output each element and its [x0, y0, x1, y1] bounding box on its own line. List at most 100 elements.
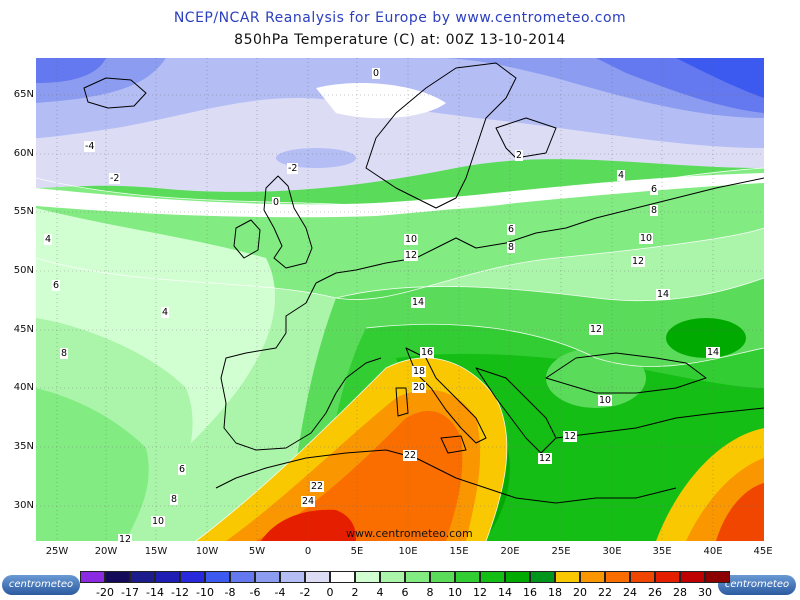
- colorbar-tick-label: -6: [249, 586, 261, 599]
- isotherm-label: 8: [60, 348, 69, 359]
- isotherm-label: -2: [109, 173, 121, 184]
- isotherm-label: 14: [411, 297, 426, 308]
- map-subtitle: 850hPa Temperature (C) at: 00Z 13-10-201…: [234, 32, 566, 48]
- colorbar-tick-label: -2: [299, 586, 311, 599]
- colorbar-swatch: [655, 571, 680, 583]
- lat-label: 50N: [13, 265, 34, 276]
- colorbar-tick-label: -10: [196, 586, 214, 599]
- colorbar-tick-label: 26: [648, 586, 662, 599]
- isotherm-label: 4: [44, 234, 53, 245]
- colorbar-swatch: [380, 571, 405, 583]
- isotherm-label: 12: [404, 250, 419, 261]
- isotherm-label: 12: [589, 324, 604, 335]
- colorbar-swatch: [355, 571, 380, 583]
- isotherm-label: 14: [706, 347, 721, 358]
- isotherm-label: 10: [404, 234, 419, 245]
- colorbar-tick-label: -17: [121, 586, 139, 599]
- colorbar-tick-label: -4: [274, 586, 286, 599]
- colorbar-tick-label: -8: [224, 586, 236, 599]
- colorbar-tick-label: 18: [548, 586, 562, 599]
- colorbar-swatch: [180, 571, 205, 583]
- isotherm-label: 8: [507, 242, 516, 253]
- lon-label: 40E: [703, 546, 723, 557]
- isotherm-label: 4: [617, 170, 626, 181]
- colorbar-tick-label: -12: [171, 586, 189, 599]
- isotherm-label: 10: [598, 395, 613, 406]
- colorbar-swatch: [155, 571, 180, 583]
- colorbar-swatch: [430, 571, 455, 583]
- isotherm-label: 2: [515, 150, 524, 161]
- isotherm-label: 16: [420, 347, 435, 358]
- lon-label: 25E: [551, 546, 571, 557]
- colorbar-tick-label: -14: [146, 586, 164, 599]
- colorbar-swatch: [555, 571, 580, 583]
- colorbar-swatch: [305, 571, 330, 583]
- isotherm-label: 8: [170, 494, 179, 505]
- isotherm-label: 6: [507, 224, 516, 235]
- colorbar-swatch: [605, 571, 630, 583]
- colorbar-tick-label: 30: [698, 586, 712, 599]
- colorbar-swatch: [330, 571, 355, 583]
- lat-label: 65N: [13, 89, 34, 100]
- colorbar-swatch: [630, 571, 655, 583]
- lon-label: 30E: [602, 546, 622, 557]
- colorbar-swatch: [455, 571, 480, 583]
- isotherm-label: 0: [372, 68, 381, 79]
- colorbar-tick-label: -20: [96, 586, 114, 599]
- lon-label: 45E: [753, 546, 773, 557]
- lon-label: 35E: [652, 546, 672, 557]
- isotherm-label: 14: [656, 289, 671, 300]
- lat-label: 30N: [13, 500, 34, 511]
- colorbar-swatch: [130, 571, 155, 583]
- lon-label: 20E: [500, 546, 520, 557]
- isotherm-label: 6: [650, 184, 659, 195]
- colorbar-swatch: [255, 571, 280, 583]
- lat-label: 60N: [13, 148, 34, 159]
- lat-label: 40N: [13, 382, 34, 393]
- lat-label: 55N: [13, 206, 34, 217]
- isotherm-label: 6: [178, 464, 187, 475]
- colorbar-tick-label: 28: [673, 586, 687, 599]
- colorbar-swatch: [530, 571, 555, 583]
- colorbar-swatch: [505, 571, 530, 583]
- colorbar-swatch: [705, 571, 730, 583]
- temperature-field: [36, 58, 764, 541]
- lon-label: 10W: [195, 546, 219, 557]
- isotherm-label: 12: [118, 534, 133, 545]
- colorbar-tick-label: 2: [351, 586, 359, 599]
- colorbar-tick-label: 4: [376, 586, 384, 599]
- lon-label: 25W: [45, 546, 69, 557]
- colorbar-tick-label: 16: [523, 586, 537, 599]
- lon-label: 15W: [144, 546, 168, 557]
- isotherm-label: 0: [272, 197, 281, 208]
- lon-label: 5W: [248, 546, 266, 557]
- isotherm-label: 6: [52, 280, 61, 291]
- isotherm-label: 22: [310, 481, 325, 492]
- lon-label: 15E: [449, 546, 469, 557]
- lat-label: 45N: [13, 324, 34, 335]
- colorbar-tick-label: 22: [598, 586, 612, 599]
- colorbar-tick-label: 8: [426, 586, 434, 599]
- lon-label: 0: [304, 546, 312, 557]
- lon-label: 5E: [350, 546, 364, 557]
- colorbar-tick-label: 20: [573, 586, 587, 599]
- colorbar-tick-label: 12: [473, 586, 487, 599]
- isotherm-label: 12: [563, 431, 578, 442]
- colorbar-swatch: [105, 571, 130, 583]
- colorbar-tick-label: 14: [498, 586, 512, 599]
- isotherm-label: 8: [650, 205, 659, 216]
- isotherm-label: -2: [287, 163, 299, 174]
- colorbar-swatch: [405, 571, 430, 583]
- colorbar-tick-label: 6: [401, 586, 409, 599]
- colorbar-swatch: [80, 571, 105, 583]
- colorbar-swatch: [205, 571, 230, 583]
- colorbar-swatch: [280, 571, 305, 583]
- isotherm-label: 20: [412, 382, 427, 393]
- logo-right: centrometeo: [718, 575, 796, 595]
- isotherm-label: 4: [161, 307, 170, 318]
- colorbar-swatch: [580, 571, 605, 583]
- colorbar-swatch: [480, 571, 505, 583]
- isotherm-label: -4: [84, 141, 96, 152]
- isotherm-label: 24: [301, 496, 316, 507]
- lon-label: 10E: [398, 546, 418, 557]
